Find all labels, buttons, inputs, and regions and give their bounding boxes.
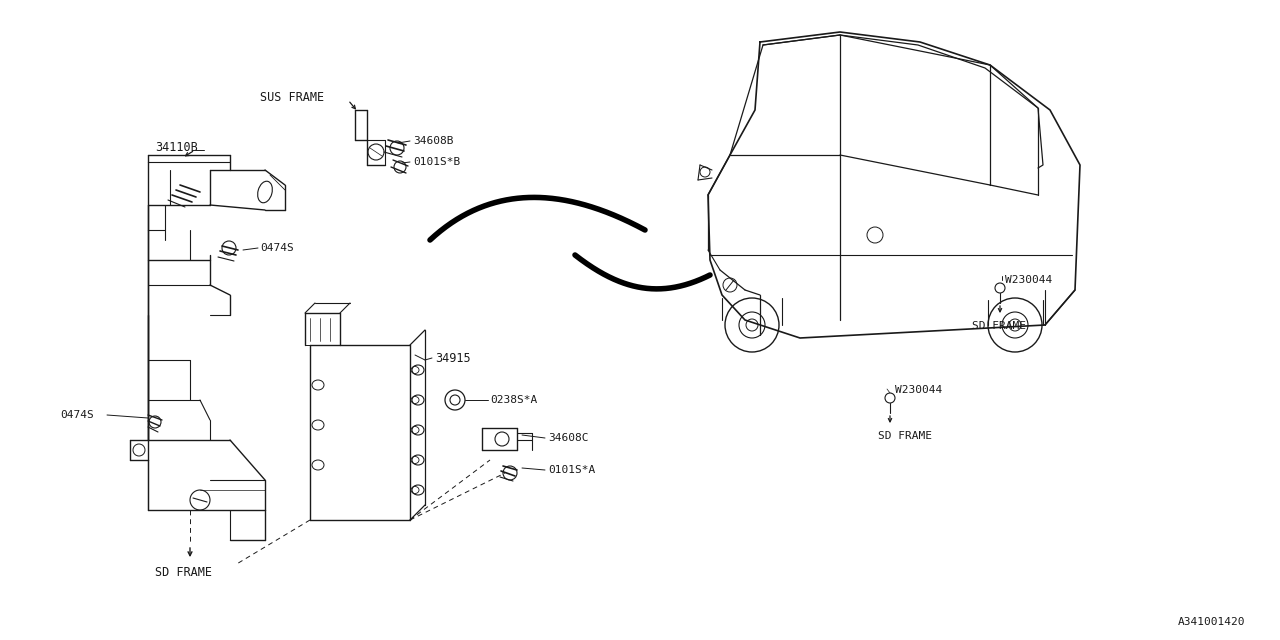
Text: SD FRAME: SD FRAME xyxy=(878,431,932,441)
Circle shape xyxy=(1009,319,1021,331)
Text: SUS FRAME: SUS FRAME xyxy=(260,90,324,104)
Circle shape xyxy=(746,319,758,331)
Text: W230044: W230044 xyxy=(1005,275,1052,285)
Text: 34915: 34915 xyxy=(435,351,471,365)
Text: 34608C: 34608C xyxy=(548,433,589,443)
Text: SD FRAME: SD FRAME xyxy=(155,566,212,579)
Text: 34608B: 34608B xyxy=(413,136,453,146)
Text: 0238S*A: 0238S*A xyxy=(490,395,538,405)
Text: SD FRAME: SD FRAME xyxy=(972,321,1027,331)
Text: 0474S: 0474S xyxy=(60,410,93,420)
Text: 0474S: 0474S xyxy=(260,243,293,253)
Text: 0101S*A: 0101S*A xyxy=(548,465,595,475)
Text: A341001420: A341001420 xyxy=(1178,617,1245,627)
Text: 0101S*B: 0101S*B xyxy=(413,157,461,167)
Text: 34110B: 34110B xyxy=(155,141,197,154)
Text: W230044: W230044 xyxy=(895,385,942,395)
